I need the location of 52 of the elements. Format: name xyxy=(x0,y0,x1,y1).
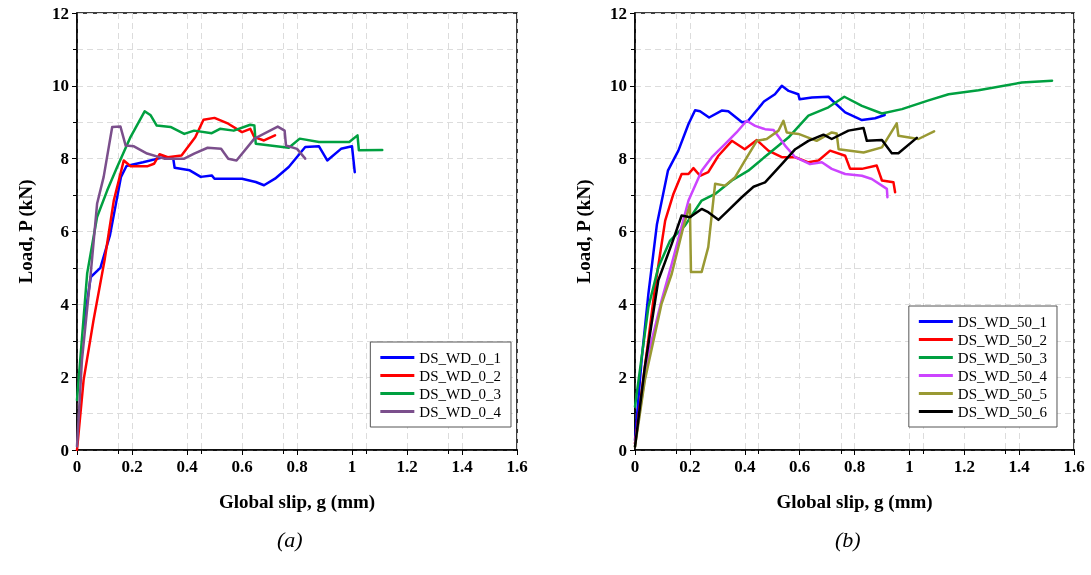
y-tick-label: 6 xyxy=(618,222,627,241)
y-tick-label: 2 xyxy=(618,367,627,387)
y-tick-label: 10 xyxy=(610,76,627,96)
legend-label: DS_WD_0_3 xyxy=(419,385,502,402)
y-axis-title: Load, P (kN) xyxy=(15,179,37,284)
legend-label: DS_WD_0_1 xyxy=(419,349,502,366)
y-tick-label: 12 xyxy=(610,3,627,23)
x-tick-label: 1.2 xyxy=(953,457,975,476)
x-tick-label: 1.6 xyxy=(506,457,528,476)
x-tick-label: 0.2 xyxy=(679,457,701,476)
y-axis-title: Load, P (kN) xyxy=(573,179,595,284)
y-tick-label: 0 xyxy=(618,440,627,460)
x-tick-label: 1 xyxy=(347,457,357,476)
x-tick-label: 1.4 xyxy=(1008,457,1031,476)
y-tick-label: 8 xyxy=(60,149,69,169)
legend-label: DS_WD_0_2 xyxy=(419,367,502,384)
text: (b) xyxy=(835,526,861,552)
line-series xyxy=(75,116,277,452)
x-tick-label: 1.6 xyxy=(1063,457,1085,476)
x-tick-label: 0.6 xyxy=(231,457,253,476)
x-tick-label: 0.4 xyxy=(176,457,199,476)
x-tick-label: 0 xyxy=(72,457,82,476)
y-tick-label: 2 xyxy=(60,367,69,387)
x-tick-label: 0.2 xyxy=(121,457,143,476)
text: (a) xyxy=(277,526,303,552)
legend-label: DS_WD_50_1 xyxy=(957,313,1048,330)
x-tick-label: 0.6 xyxy=(789,457,811,476)
x-tick-label: 1.4 xyxy=(451,457,474,476)
line-series xyxy=(633,79,1054,408)
legend-label: DS_WD_50_4 xyxy=(957,367,1048,384)
legend-label: DS_WD_50_6 xyxy=(957,403,1048,420)
line-series xyxy=(75,110,384,402)
x-tick-label: 1 xyxy=(905,457,914,476)
y-tick-label: 4 xyxy=(618,294,628,314)
y-tick-label: 12 xyxy=(52,3,69,23)
y-tick-label: 10 xyxy=(52,76,69,96)
y-tick-label: 6 xyxy=(60,222,69,241)
legend-label: DS_WD_0_4 xyxy=(419,403,502,420)
legend-label: DS_WD_50_5 xyxy=(957,385,1048,402)
legend-label: DS_WD_50_2 xyxy=(957,331,1048,348)
y-tick-label: 0 xyxy=(60,440,69,460)
line-series xyxy=(75,125,307,448)
x-tick-label: 0 xyxy=(630,457,640,476)
x-tick-label: 0.4 xyxy=(734,457,756,476)
y-tick-label: 4 xyxy=(60,294,70,314)
x-tick-label: 1.2 xyxy=(396,457,418,476)
x-tick-label: 0.8 xyxy=(843,457,866,476)
x-axis-title: Global slip, g (mm) xyxy=(218,491,376,513)
y-tick-label: 8 xyxy=(618,149,627,169)
legend-label: DS_WD_50_3 xyxy=(957,349,1048,366)
x-axis-title: Global slip, g (mm) xyxy=(776,491,933,513)
x-tick-label: 0.8 xyxy=(286,457,308,476)
